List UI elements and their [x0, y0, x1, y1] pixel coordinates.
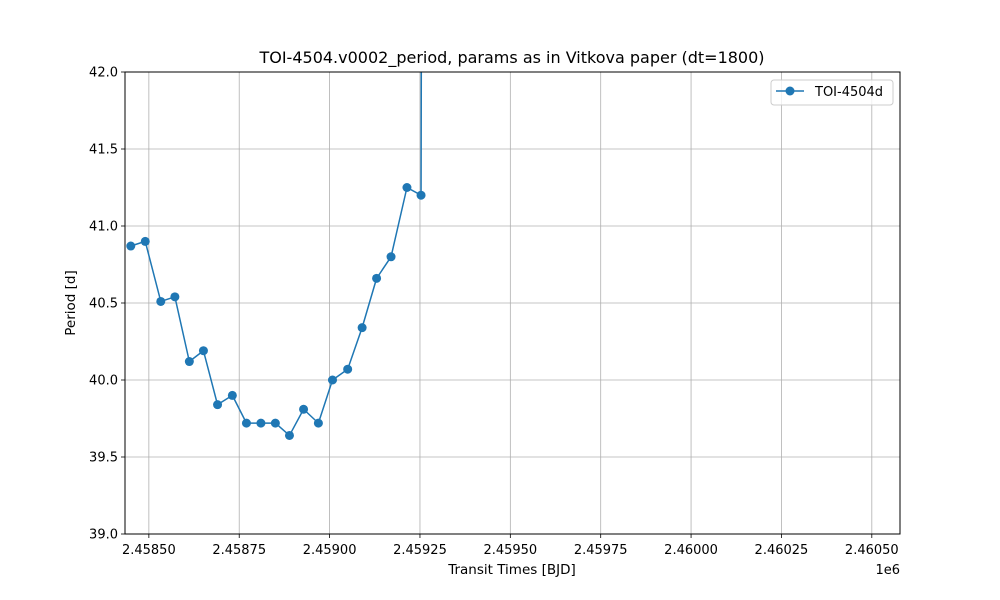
data-point — [313, 418, 323, 428]
legend-marker — [785, 86, 795, 96]
y-tick-label: 42.0 — [89, 66, 118, 81]
data-point — [402, 183, 412, 192]
legend-box — [770, 79, 894, 106]
x-tick-label: 2.45950 — [483, 543, 537, 558]
y-tick-label: 41.5 — [89, 143, 118, 158]
data-point — [327, 375, 337, 385]
x-tick-label: 2.46025 — [755, 543, 809, 558]
x-tick-label: 2.45850 — [122, 543, 176, 558]
x-axis-label: Transit Times [BJD] — [447, 562, 576, 578]
data-point — [270, 418, 280, 428]
data-point — [416, 190, 426, 200]
y-tick-label: 39.0 — [89, 528, 118, 543]
data-point — [284, 430, 294, 440]
x-tick-label: 2.46000 — [664, 543, 718, 558]
x-axis-offset-label: 1e6 — [875, 563, 900, 578]
ticks: 2.45850 2.45875 2.45900 2.45925 2.45950 2.459… — [89, 66, 899, 559]
x-tick-label: 2.45875 — [212, 543, 266, 558]
data-point — [227, 390, 237, 400]
y-tick-label: 40.0 — [89, 374, 118, 389]
data-point — [198, 346, 208, 356]
data-point — [126, 241, 136, 251]
data-point — [213, 400, 223, 410]
data-point — [170, 292, 180, 302]
y-tick-label: 41.0 — [89, 220, 118, 235]
series-layer — [126, 72, 426, 440]
series-line — [130, 72, 423, 437]
data-point — [256, 418, 266, 428]
y-axis-label: Period [d] — [63, 270, 79, 336]
x-tick-label: 2.45975 — [574, 543, 628, 558]
data-point — [299, 404, 309, 414]
data-point — [156, 296, 166, 306]
y-tick-label: 39.5 — [89, 451, 118, 466]
data-point — [184, 357, 194, 367]
y-tick-label: 40.5 — [89, 297, 118, 312]
data-point — [343, 364, 353, 374]
data-point — [372, 273, 382, 283]
legend-entry-label: TOI-4504d — [814, 85, 883, 100]
x-tick-label: 2.45900 — [303, 543, 357, 558]
data-point — [386, 252, 396, 262]
x-tick-label: 2.45925 — [393, 543, 447, 558]
x-tick-label: 2.46050 — [845, 543, 899, 558]
data-point — [241, 418, 251, 428]
chart-title: TOI-4504.v0002_period, params as in Vitk… — [258, 48, 764, 68]
data-point — [140, 236, 150, 246]
data-point — [357, 323, 367, 333]
legend: TOI-4504d — [770, 79, 894, 106]
